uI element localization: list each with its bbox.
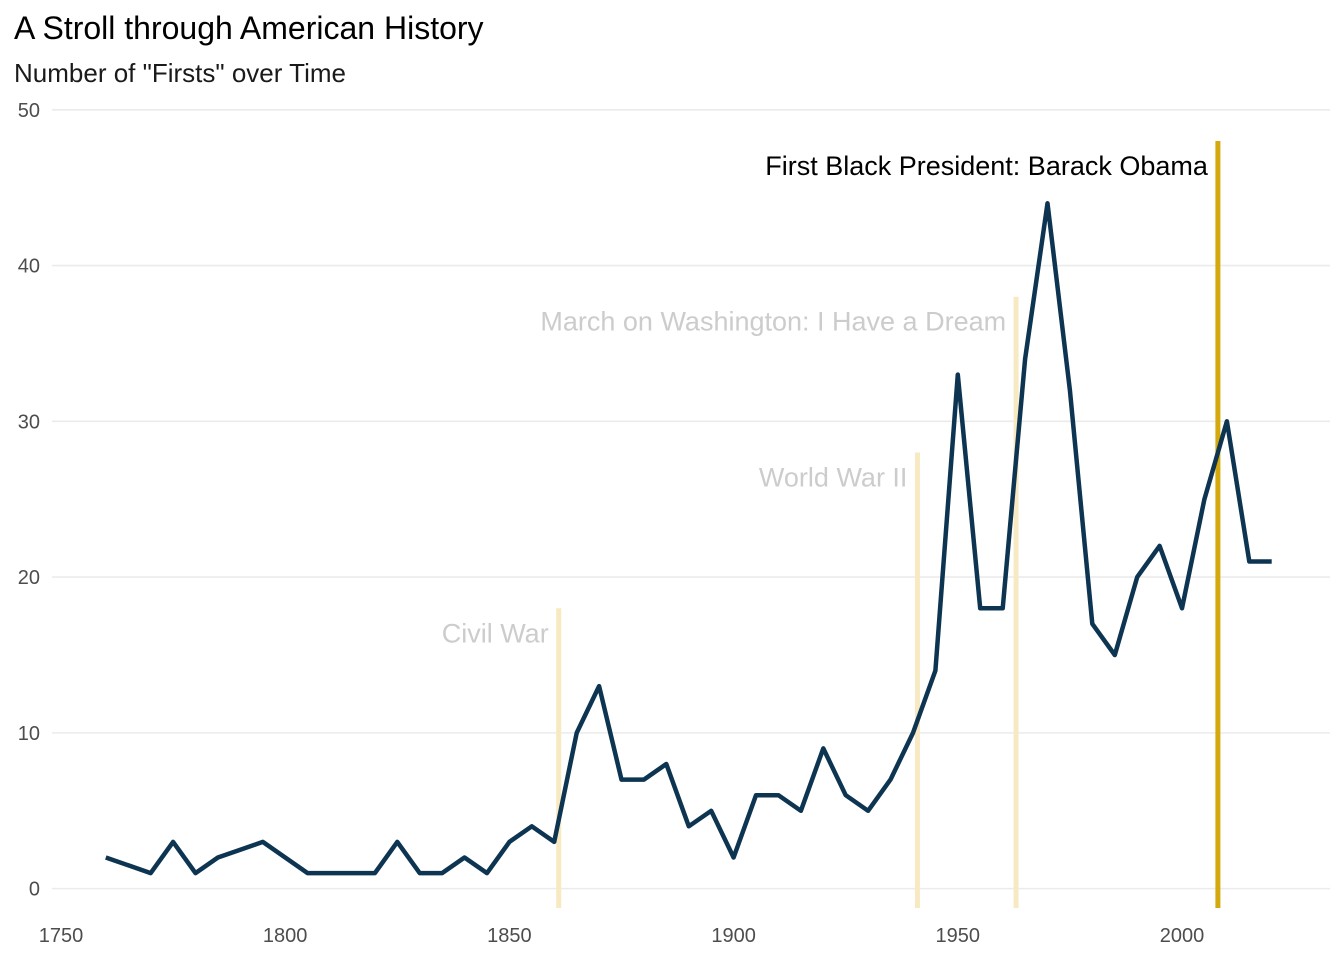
event-label: Civil War (442, 618, 549, 648)
x-axis-ticks: 1750 1800 1850 1900 1950 2000 (39, 925, 1205, 947)
x-tick-label: 1950 (936, 925, 981, 947)
y-tick-label: 0 (29, 879, 40, 901)
y-tick-label: 30 (18, 411, 40, 433)
event-label: First Black President: Barack Obama (765, 151, 1209, 181)
event-labels: Civil War World War II March on Washington… (442, 151, 1209, 648)
event-label: March on Washington: I Have a Dream (540, 307, 1006, 337)
y-tick-label: 40 (18, 256, 40, 278)
chart-title: A Stroll through American History (14, 10, 484, 46)
x-tick-label: 2000 (1160, 925, 1205, 947)
x-tick-label: 1850 (487, 925, 532, 947)
y-axis-ticks: 0 10 20 30 40 50 (18, 100, 40, 901)
y-tick-label: 50 (18, 100, 40, 122)
event-label: World War II (759, 462, 908, 492)
x-tick-label: 1750 (39, 925, 84, 947)
gridlines (52, 108, 1330, 890)
x-tick-label: 1900 (711, 925, 756, 947)
y-tick-label: 10 (18, 723, 40, 745)
event-markers (556, 140, 1221, 908)
chart-subtitle: Number of "Firsts" over Time (14, 58, 346, 88)
series-line (105, 201, 1272, 876)
y-tick-label: 20 (18, 567, 40, 589)
series-layer (105, 201, 1272, 876)
x-tick-label: 1800 (263, 925, 308, 947)
